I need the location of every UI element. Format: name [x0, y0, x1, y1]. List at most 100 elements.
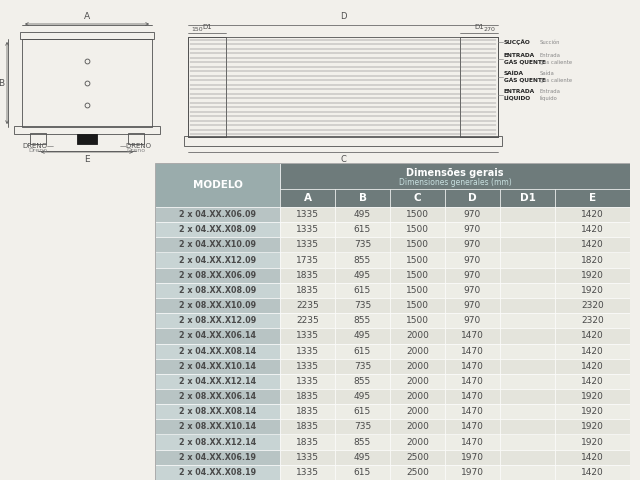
Bar — [390, 313, 445, 328]
Bar — [555, 434, 630, 450]
Bar — [555, 222, 630, 237]
Bar — [445, 189, 500, 207]
Bar — [500, 252, 555, 268]
Text: 2 x 04.XX.X10.09: 2 x 04.XX.X10.09 — [179, 240, 256, 250]
Text: 495: 495 — [354, 331, 371, 340]
Text: D: D — [468, 193, 477, 203]
Text: 2500: 2500 — [406, 453, 429, 462]
Bar — [555, 189, 630, 207]
Text: 1735: 1735 — [296, 255, 319, 264]
Bar — [280, 163, 630, 189]
Text: 1335: 1335 — [296, 362, 319, 371]
Bar — [335, 222, 390, 237]
Text: 1835: 1835 — [296, 286, 319, 295]
Text: 855: 855 — [354, 377, 371, 386]
Bar — [335, 434, 390, 450]
Bar — [390, 344, 445, 359]
Text: 2235: 2235 — [296, 316, 319, 325]
Text: 615: 615 — [354, 286, 371, 295]
Bar — [500, 359, 555, 374]
Text: MODELO: MODELO — [193, 180, 243, 190]
Bar — [555, 389, 630, 404]
Bar — [500, 344, 555, 359]
Text: Dreno: Dreno — [28, 148, 47, 153]
Bar — [555, 465, 630, 480]
Text: 2235: 2235 — [296, 301, 319, 310]
Bar — [390, 465, 445, 480]
Text: 735: 735 — [354, 422, 371, 432]
Bar — [390, 268, 445, 283]
Bar — [390, 420, 445, 434]
Text: 2000: 2000 — [406, 438, 429, 446]
Text: 2000: 2000 — [406, 392, 429, 401]
Bar — [280, 404, 335, 420]
Text: 2000: 2000 — [406, 377, 429, 386]
Text: 1335: 1335 — [296, 377, 319, 386]
Bar — [335, 283, 390, 298]
Bar — [280, 344, 335, 359]
Bar — [77, 134, 97, 144]
Bar — [445, 298, 500, 313]
Text: 1335: 1335 — [296, 210, 319, 219]
Text: 495: 495 — [354, 271, 371, 280]
Text: B: B — [0, 79, 4, 87]
Text: 2 x 08.XX.X06.14: 2 x 08.XX.X06.14 — [179, 392, 256, 401]
Bar — [500, 283, 555, 298]
Bar — [445, 404, 500, 420]
Text: 1420: 1420 — [581, 210, 604, 219]
Bar — [335, 313, 390, 328]
Bar — [155, 283, 280, 298]
Text: C: C — [340, 155, 346, 164]
Text: Saída
gas caliente: Saída gas caliente — [540, 72, 572, 83]
Text: A: A — [303, 193, 312, 203]
Bar — [390, 189, 445, 207]
Bar — [390, 374, 445, 389]
Bar — [155, 313, 280, 328]
Bar — [555, 420, 630, 434]
Bar — [445, 283, 500, 298]
Text: 1920: 1920 — [581, 438, 604, 446]
Text: 1420: 1420 — [581, 240, 604, 250]
Text: 1335: 1335 — [296, 468, 319, 477]
Text: DRENO—: DRENO— — [22, 143, 54, 149]
Bar — [445, 207, 500, 222]
Text: 1500: 1500 — [406, 240, 429, 250]
Text: 1470: 1470 — [461, 347, 484, 356]
Text: 2320: 2320 — [581, 301, 604, 310]
Bar — [500, 222, 555, 237]
Text: 1500: 1500 — [406, 286, 429, 295]
Bar — [500, 450, 555, 465]
Bar — [555, 252, 630, 268]
Bar — [390, 389, 445, 404]
Bar — [500, 268, 555, 283]
Bar — [155, 222, 280, 237]
Bar — [555, 313, 630, 328]
Bar — [390, 359, 445, 374]
Text: ENTRADA
GÁS QUENTE: ENTRADA GÁS QUENTE — [504, 53, 546, 65]
Text: 1335: 1335 — [296, 347, 319, 356]
Bar — [500, 420, 555, 434]
Bar — [390, 434, 445, 450]
Bar — [460, 37, 498, 137]
Text: 495: 495 — [354, 392, 371, 401]
Text: 1500: 1500 — [406, 225, 429, 234]
Bar — [184, 136, 502, 146]
Bar — [500, 465, 555, 480]
Text: 2 x 04.XX.X06.14: 2 x 04.XX.X06.14 — [179, 331, 256, 340]
Bar — [500, 404, 555, 420]
Bar — [280, 465, 335, 480]
Text: 2 x 04.XX.X08.19: 2 x 04.XX.X08.19 — [179, 468, 256, 477]
Text: 2000: 2000 — [406, 347, 429, 356]
Text: 1920: 1920 — [581, 271, 604, 280]
Text: 1470: 1470 — [461, 377, 484, 386]
Bar — [280, 313, 335, 328]
Bar — [335, 237, 390, 252]
Text: 2 x 04.XX.X06.19: 2 x 04.XX.X06.19 — [179, 453, 256, 462]
Bar — [390, 207, 445, 222]
Bar — [14, 126, 160, 134]
Text: Dreno: Dreno — [127, 148, 145, 153]
Text: 2500: 2500 — [406, 468, 429, 477]
Bar — [335, 207, 390, 222]
Text: 970: 970 — [464, 316, 481, 325]
Bar — [500, 189, 555, 207]
